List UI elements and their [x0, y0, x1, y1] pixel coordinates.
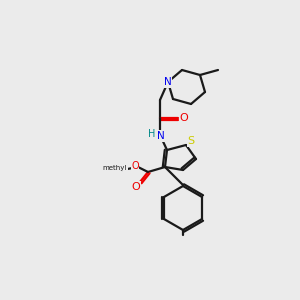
Text: S: S: [188, 136, 195, 146]
Text: O: O: [131, 161, 139, 171]
Text: O: O: [180, 113, 188, 123]
Text: N: N: [157, 131, 165, 141]
Text: methyl: methyl: [103, 165, 127, 171]
Text: N: N: [164, 77, 172, 87]
Text: O: O: [132, 182, 140, 192]
Text: H: H: [148, 129, 156, 139]
